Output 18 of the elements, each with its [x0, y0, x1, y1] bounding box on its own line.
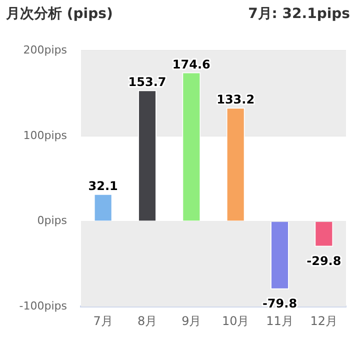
x-tick-label: 10月	[222, 314, 250, 328]
x-tick-label: 8月	[137, 314, 158, 328]
x-tick-label: 12月	[310, 314, 338, 328]
y-tick-label: 0pips	[37, 214, 68, 228]
y-tick-label: -100pips	[19, 299, 68, 312]
data-label: 153.7	[128, 75, 166, 90]
chart-title: 月次分析 (pips)	[6, 5, 113, 23]
x-tick-label: 11月	[266, 314, 294, 328]
y-tick-label: 100pips	[23, 128, 68, 142]
data-label: 32.1	[88, 179, 118, 193]
x-tick-label: 7月	[93, 314, 113, 328]
chart-subtitle: 7月: 32.1pips	[248, 5, 350, 23]
x-tick-label: 9月	[182, 314, 202, 328]
data-label: -79.8	[262, 296, 298, 310]
y-tick-label: 200pips	[23, 43, 68, 56]
data-label: -29.8	[306, 254, 342, 268]
data-label: 174.6	[172, 57, 210, 72]
data-label: 133.2	[216, 92, 255, 107]
